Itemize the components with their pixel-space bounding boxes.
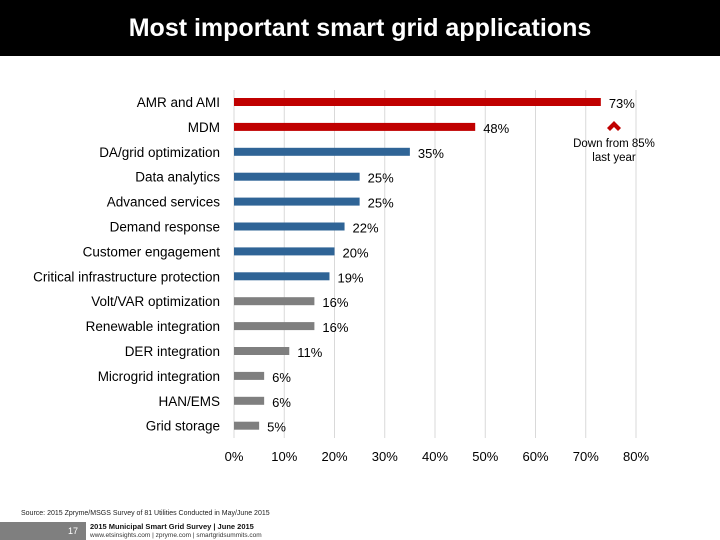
category-label: DA/grid optimization	[99, 145, 220, 160]
annotation-text: Down from 85%	[573, 138, 655, 150]
bar	[234, 421, 260, 430]
category-label: Grid storage	[146, 419, 220, 434]
bars	[234, 98, 601, 430]
bar	[234, 347, 290, 355]
value-label: 11%	[297, 345, 322, 360]
x-tick-label: 10%	[271, 449, 297, 464]
x-tick-label: 80%	[623, 449, 649, 464]
bar	[234, 297, 315, 306]
value-label: 19%	[337, 270, 363, 285]
value-label: 16%	[322, 320, 348, 335]
category-label: HAN/EMS	[158, 394, 220, 409]
bar	[234, 371, 265, 380]
x-tick-label: 20%	[321, 449, 347, 464]
source-note: Source: 2015 Zpryme/MSGS Survey of 81 Ut…	[21, 510, 270, 517]
bar	[234, 98, 601, 106]
slide-title: Most important smart grid applications	[0, 0, 720, 56]
value-label: 25%	[368, 171, 394, 186]
category-label: Volt/VAR optimization	[91, 294, 220, 309]
value-label: 73%	[609, 96, 635, 111]
annotation-marker-icon	[607, 121, 621, 131]
bar	[234, 272, 330, 281]
x-tick-label: 30%	[372, 449, 398, 464]
x-tick-labels: 0% 10% 20% 30% 40% 50% 60% 70% 80%	[225, 449, 650, 464]
category-label: Renewable integration	[86, 319, 220, 334]
bar	[234, 247, 335, 256]
category-labels: AMR and AMI MDM DA/grid optimization Data a…	[33, 95, 220, 434]
value-label: 35%	[418, 146, 444, 161]
value-label: 48%	[483, 121, 509, 136]
category-label: DER integration	[125, 344, 220, 359]
category-label: Advanced services	[107, 195, 221, 210]
value-label: 6%	[272, 370, 291, 385]
x-tick-label: 70%	[573, 449, 599, 464]
bar	[234, 122, 476, 131]
x-tick-label: 0%	[225, 449, 244, 464]
category-label: Data analytics	[135, 170, 220, 185]
category-label: Critical infrastructure protection	[33, 269, 220, 284]
value-label: 25%	[368, 196, 394, 211]
category-label: Demand response	[110, 220, 220, 235]
footer-line1: 2015 Municipal Smart Grid Survey | June …	[90, 522, 254, 531]
value-label: 6%	[272, 395, 291, 410]
value-labels: 73%48%35%25%25%22%20%19%16%16%11%6%6%5%	[267, 96, 635, 435]
x-tick-label: 60%	[522, 449, 548, 464]
bar	[234, 172, 360, 181]
category-label: AMR and AMI	[137, 95, 220, 110]
page-number: 17	[0, 522, 86, 540]
x-tick-label: 40%	[422, 449, 448, 464]
category-label: Microgrid integration	[98, 369, 220, 384]
value-label: 5%	[267, 420, 286, 435]
footer-text: 2015 Municipal Smart Grid Survey | June …	[90, 522, 262, 540]
category-label: Customer engagement	[83, 244, 221, 259]
bar	[234, 197, 360, 206]
annotation: Down from 85% last year	[573, 121, 655, 164]
value-label: 22%	[353, 221, 379, 236]
footer-line2: www.etsinsights.com | zpryme.com | smart…	[90, 532, 262, 539]
annotation-text: last year	[592, 152, 636, 164]
category-label: MDM	[188, 120, 220, 135]
bar	[234, 222, 345, 231]
bar	[234, 396, 265, 405]
gridlines	[233, 90, 637, 438]
value-label: 20%	[343, 245, 369, 260]
bar	[234, 322, 315, 331]
value-label: 16%	[322, 295, 348, 310]
x-tick-label: 50%	[472, 449, 498, 464]
bar	[234, 147, 410, 156]
